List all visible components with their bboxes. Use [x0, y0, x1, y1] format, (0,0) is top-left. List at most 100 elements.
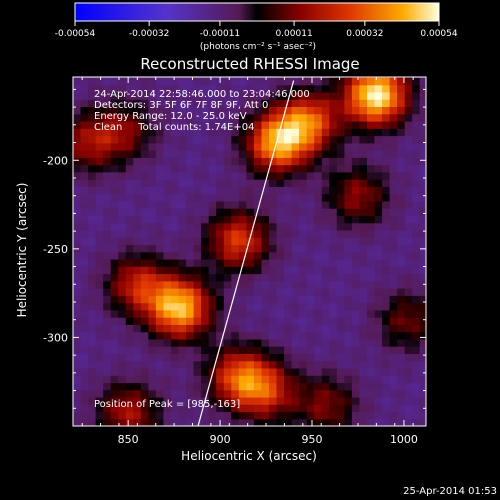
heatmap-cell [261, 200, 270, 209]
heatmap-cell [171, 237, 180, 246]
heatmap-cell [419, 179, 426, 187]
heatmap-cell [389, 346, 398, 354]
heatmap-cell [125, 193, 134, 202]
heatmap-cell [389, 273, 398, 282]
heatmap-cell [253, 244, 262, 253]
heatmap-cell [374, 84, 383, 93]
heatmap-cell [344, 113, 353, 122]
heatmap-cell [404, 77, 413, 86]
heatmap-cell [359, 266, 368, 275]
heatmap-cell [118, 411, 127, 420]
heatmap-cell [306, 396, 315, 405]
heatmap-cell [321, 331, 330, 340]
heatmap-cell [389, 237, 398, 246]
heatmap-cell [201, 273, 210, 282]
heatmap-cell [140, 193, 149, 202]
heatmap-cell [321, 237, 330, 246]
heatmap-cell [336, 251, 345, 260]
heatmap-cell [389, 164, 398, 173]
heatmap-cell [80, 396, 89, 405]
heatmap-cell [118, 84, 127, 93]
heatmap-cell [178, 382, 187, 391]
heatmap-cell [133, 338, 142, 347]
heatmap-cell [133, 411, 142, 420]
heatmap-cell [367, 99, 376, 107]
heatmap-cell [155, 113, 164, 122]
heatmap-cell [246, 244, 255, 253]
heatmap-cell [344, 222, 353, 231]
heatmap-cell [269, 208, 278, 216]
heatmap-cell [382, 302, 391, 311]
heatmap-cell [125, 295, 134, 304]
heatmap-cell [246, 375, 255, 384]
heatmap-cell [171, 120, 180, 129]
heatmap-cell [186, 91, 195, 100]
heatmap-cell [95, 150, 104, 158]
heatmap-cell [88, 338, 97, 347]
heatmap-cell [178, 179, 187, 187]
heatmap-cell [110, 128, 119, 137]
heatmap-cell [299, 396, 308, 405]
heatmap-cell [382, 251, 391, 260]
heatmap-cell [155, 244, 164, 253]
heatmap-cell [351, 84, 360, 93]
heatmap-cell [329, 360, 338, 369]
heatmap-cell [208, 186, 217, 195]
heatmap-cell [374, 375, 383, 384]
heatmap-cell [155, 200, 164, 209]
heatmap-cell [216, 404, 225, 413]
heatmap-cell [412, 208, 421, 216]
heatmap-cell [193, 295, 202, 304]
heatmap-cell [291, 309, 300, 318]
heatmap-cell [299, 353, 308, 362]
heatmap-cell [223, 338, 232, 347]
heatmap-cell [88, 418, 97, 426]
heatmap-cell [186, 128, 195, 137]
heatmap-cell [382, 135, 391, 144]
heatmap-cell [95, 288, 104, 296]
heatmap-cell [374, 150, 383, 158]
heatmap-cell [193, 266, 202, 275]
heatmap-cell [367, 375, 376, 384]
heatmap-cell [314, 164, 323, 173]
heatmap-cell [163, 396, 172, 405]
heatmap-cell [329, 200, 338, 209]
heatmap-cell [404, 179, 413, 187]
heatmap-cell [359, 389, 368, 398]
heatmap-cell [321, 375, 330, 384]
heatmap-cell [299, 106, 308, 115]
heatmap-cell [314, 113, 323, 122]
heatmap-cell [397, 91, 406, 100]
heatmap-cell [238, 338, 247, 347]
heatmap-cell [95, 396, 104, 405]
heatmap-cell [291, 157, 300, 166]
heatmap-cell [223, 208, 232, 216]
heatmap-cell [276, 84, 285, 93]
heatmap-cell [404, 128, 413, 137]
heatmap-cell [88, 142, 97, 151]
heatmap-cell [95, 353, 104, 362]
heatmap-cell [223, 164, 232, 173]
heatmap-cell [88, 237, 97, 246]
heatmap-cell [291, 215, 300, 224]
heatmap-cell [95, 113, 104, 122]
heatmap-cell [246, 200, 255, 209]
heatmap-cell [148, 186, 157, 195]
heatmap-grid[interactable] [73, 70, 428, 427]
heatmap-cell [148, 273, 157, 282]
heatmap-cell [171, 179, 180, 187]
heatmap-cell [231, 309, 240, 318]
heatmap-cell [163, 171, 172, 180]
heatmap-cell [382, 280, 391, 289]
heatmap-cell [389, 288, 398, 296]
heatmap-cell [118, 309, 127, 318]
heatmap-cell [171, 157, 180, 166]
heatmap-cell [223, 229, 232, 238]
heatmap-cell [314, 135, 323, 144]
heatmap-cell [110, 164, 119, 173]
heatmap-cell [193, 222, 202, 231]
heatmap-cell [336, 150, 345, 158]
heatmap-cell [208, 389, 217, 398]
heatmap-cell [321, 389, 330, 398]
heatmap-cell [397, 164, 406, 173]
